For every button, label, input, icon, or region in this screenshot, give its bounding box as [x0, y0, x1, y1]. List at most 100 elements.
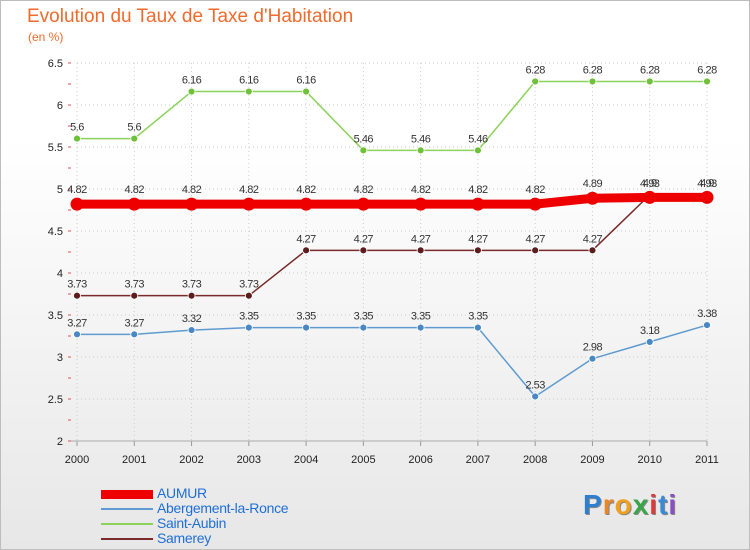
- data-point-samerey: [130, 291, 139, 300]
- unit-label: (en %): [28, 30, 64, 44]
- data-point-samerey: [474, 246, 482, 255]
- series-line-abergement-la-ronce: [77, 324, 708, 398]
- x-tick-label: 2008: [523, 454, 547, 466]
- data-point-samerey: [73, 291, 81, 300]
- data-label-aumur: 4.89: [583, 178, 603, 190]
- data-label-aumur: 4.82: [354, 184, 374, 196]
- data-point-abergement-la-ronce: [244, 323, 253, 332]
- data-point-aumur: [700, 190, 714, 204]
- x-tick-label: 2004: [294, 454, 318, 466]
- data-point-saint-aubin: [130, 134, 139, 143]
- data-point-saint-aubin: [73, 134, 81, 143]
- data-label-aumur: 4.82: [525, 184, 545, 196]
- logo-letter: i: [649, 489, 659, 520]
- data-label-samerey: 4.93: [640, 178, 660, 190]
- data-label-aumur: 4.82: [239, 184, 259, 196]
- legend-swatch-aumur: [101, 490, 153, 499]
- data-point-saint-aubin: [187, 87, 196, 96]
- y-tick-label: 6: [57, 100, 63, 112]
- proxiti-logo: Proxiti: [583, 489, 677, 521]
- data-label-abergement-la-ronce: 3.32: [182, 313, 202, 325]
- data-label-abergement-la-ronce: 3.27: [67, 317, 87, 329]
- x-tick-label: 2010: [637, 454, 661, 466]
- data-label-saint-aubin: 6.16: [296, 75, 316, 87]
- x-tick-label: 2001: [122, 454, 146, 466]
- data-label-saint-aubin: 6.28: [697, 64, 717, 76]
- x-tick-label: 2009: [580, 454, 604, 466]
- data-label-saint-aubin: 6.28: [640, 64, 660, 76]
- data-label-samerey: 4.27: [296, 233, 316, 245]
- data-label-saint-aubin: 6.16: [239, 75, 259, 87]
- data-point-saint-aubin: [588, 77, 597, 86]
- data-point-samerey: [531, 246, 540, 255]
- x-tick-label: 2007: [466, 454, 490, 466]
- data-label-samerey: 3.73: [182, 279, 202, 291]
- data-point-saint-aubin: [244, 87, 253, 96]
- data-point-aumur: [471, 197, 485, 211]
- data-label-abergement-la-ronce: 3.35: [354, 311, 374, 323]
- data-label-samerey: 3.73: [125, 279, 145, 291]
- data-label-saint-aubin: 5.46: [468, 133, 488, 145]
- data-label-abergement-la-ronce: 3.18: [640, 325, 660, 337]
- legend-label-aumur: AUMUR: [157, 485, 207, 501]
- data-point-aumur: [242, 197, 256, 211]
- data-label-saint-aubin: 5.6: [127, 122, 141, 134]
- legend-swatch-samerey: [101, 538, 153, 540]
- data-point-aumur: [528, 197, 542, 211]
- data-label-samerey: 4.27: [583, 233, 603, 245]
- data-label-aumur: 4.82: [296, 184, 316, 196]
- y-tick-label: 2.5: [48, 394, 63, 406]
- data-label-abergement-la-ronce: 3.27: [125, 317, 145, 329]
- y-tick-label: 3.5: [48, 310, 63, 322]
- y-tick-label: 5.5: [48, 142, 63, 154]
- data-label-aumur: 4.82: [125, 184, 145, 196]
- legend-swatch-saint-aubin: [101, 523, 153, 525]
- data-point-aumur: [299, 197, 313, 211]
- data-point-abergement-la-ronce: [531, 392, 540, 401]
- data-label-abergement-la-ronce: 3.35: [411, 311, 431, 323]
- data-label-saint-aubin: 6.28: [525, 64, 545, 76]
- data-point-abergement-la-ronce: [645, 337, 654, 346]
- logo-letter: x: [632, 489, 650, 520]
- data-point-abergement-la-ronce: [359, 323, 368, 332]
- data-label-samerey: 3.73: [239, 279, 259, 291]
- chart-title: Evolution du Taux de Taxe d'Habitation: [27, 6, 354, 27]
- data-point-aumur: [185, 197, 199, 211]
- data-label-aumur: 4.9: [700, 177, 714, 189]
- data-point-aumur: [414, 197, 428, 211]
- data-point-aumur: [643, 190, 657, 204]
- data-label-samerey: 4.93: [697, 178, 717, 190]
- data-point-abergement-la-ronce: [703, 321, 711, 329]
- logo-letter: t: [658, 489, 669, 520]
- data-point-abergement-la-ronce: [588, 354, 597, 363]
- logo-letter: o: [614, 489, 633, 520]
- data-point-saint-aubin: [359, 146, 368, 155]
- data-label-saint-aubin: 5.46: [411, 133, 431, 145]
- data-label-abergement-la-ronce: 2.53: [525, 379, 545, 391]
- data-label-samerey: 4.27: [525, 233, 545, 245]
- x-tick-label: 2003: [237, 454, 261, 466]
- data-label-abergement-la-ronce: 2.98: [583, 342, 603, 354]
- data-point-abergement-la-ronce: [416, 323, 425, 332]
- data-label-aumur: 4.82: [182, 184, 202, 196]
- logo-letter: i: [668, 489, 678, 520]
- data-label-abergement-la-ronce: 3.35: [239, 311, 259, 323]
- data-point-saint-aubin: [474, 146, 482, 155]
- data-point-samerey: [588, 246, 597, 255]
- data-label-saint-aubin: 6.16: [182, 75, 202, 87]
- data-label-saint-aubin: 6.28: [583, 64, 603, 76]
- logo-letter: P: [583, 489, 603, 520]
- data-label-samerey: 4.27: [411, 233, 431, 245]
- data-point-aumur: [585, 191, 599, 205]
- legend-label-samerey: Samerey: [157, 530, 211, 546]
- x-tick-label: 2011: [695, 454, 719, 466]
- x-tick-label: 2002: [179, 454, 203, 466]
- data-label-samerey: 4.27: [354, 233, 374, 245]
- data-label-abergement-la-ronce: 3.35: [468, 311, 488, 323]
- data-point-saint-aubin: [416, 146, 425, 155]
- data-point-samerey: [187, 291, 196, 300]
- y-tick-label: 5: [57, 184, 63, 196]
- data-label-samerey: 4.27: [468, 233, 488, 245]
- x-tick-label: 2006: [408, 454, 432, 466]
